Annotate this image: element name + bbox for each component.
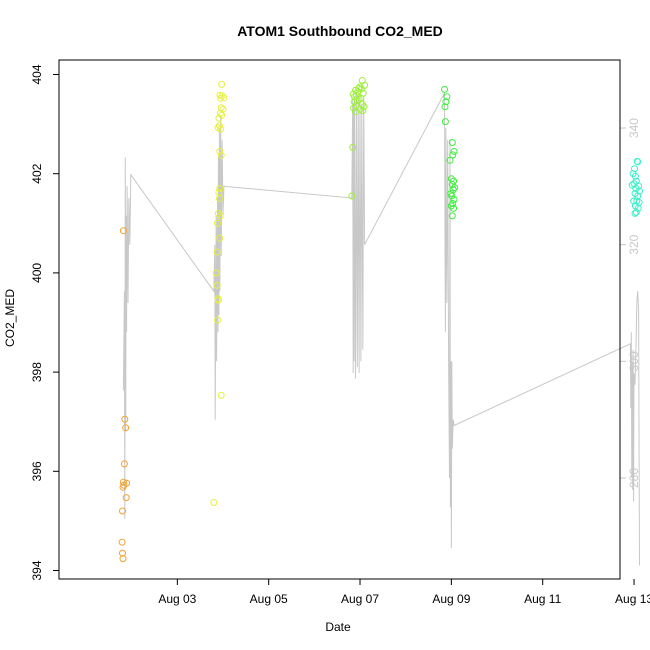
scatter-point <box>451 184 459 192</box>
scatter-point <box>119 478 127 486</box>
scatter-point <box>217 151 225 159</box>
scatter-point <box>353 97 361 105</box>
scatter-point <box>450 147 458 155</box>
y-tick-label: 402 <box>30 163 44 183</box>
scatter-point <box>215 195 223 202</box>
scatter-point <box>631 165 638 173</box>
x-tick-label: Aug 09 <box>432 592 470 606</box>
scatter-point <box>217 391 225 399</box>
chart-title: ATOM1 Southbound CO2_MED <box>237 23 443 39</box>
y-axis-label: CO2_MED <box>3 289 17 347</box>
scatter-point <box>349 143 357 151</box>
scatter-point <box>217 125 225 133</box>
scatter-point <box>449 151 457 159</box>
plot-box <box>58 59 621 580</box>
scatter-point <box>352 108 359 116</box>
scatter-point <box>450 204 458 212</box>
scatter-point <box>450 177 458 185</box>
y-tick-label: 396 <box>30 461 44 481</box>
scatter-point <box>441 103 449 111</box>
scatter-point <box>119 555 127 563</box>
scatter-point <box>448 212 456 220</box>
scatter-point <box>359 107 367 115</box>
scatter-points-group <box>118 77 643 563</box>
scatter-point <box>446 156 454 164</box>
scatter-point <box>215 114 223 122</box>
y2-tick-label: 280 <box>627 468 641 488</box>
scatter-point <box>210 499 218 506</box>
gray-series-line <box>122 92 640 566</box>
scatter-point <box>631 209 639 217</box>
x-tick-label: Aug 07 <box>341 592 379 606</box>
scatter-point <box>215 122 223 130</box>
scatter-point <box>448 192 456 200</box>
scatter-point <box>212 269 220 277</box>
line-series-group <box>122 92 640 566</box>
y-tick-label: 398 <box>30 362 44 382</box>
scatter-point <box>443 93 451 101</box>
scatter-point <box>628 181 636 189</box>
scatter-point <box>122 424 130 432</box>
scatter-point <box>119 483 127 491</box>
scatter-point <box>214 219 221 227</box>
scatter-point <box>348 192 356 200</box>
scatter-point <box>631 172 639 180</box>
scatter-point <box>118 538 126 546</box>
y2-tick-label: 340 <box>627 118 641 138</box>
scatter-point <box>214 316 221 324</box>
scatter-point <box>441 118 449 126</box>
scatter-point <box>220 94 228 102</box>
scatter-point <box>216 185 224 193</box>
scatter-point <box>217 94 225 102</box>
scatter-point <box>213 248 221 256</box>
scatter-point <box>634 204 642 212</box>
scatter-point <box>216 147 224 155</box>
scatter-point <box>122 494 130 502</box>
scatter-point <box>448 139 456 146</box>
x-tick-label: Aug 13 <box>615 592 650 606</box>
y-tick-label: 400 <box>30 263 44 283</box>
scatter-point <box>120 460 128 468</box>
y2-tick-label: 300 <box>627 351 641 371</box>
scatter-point <box>214 296 222 304</box>
scatter-point <box>216 234 224 242</box>
scatter-point <box>119 507 126 515</box>
scatter-point <box>441 85 448 93</box>
x-axis-label: Date <box>325 620 351 634</box>
x-tick-label: Aug 11 <box>524 592 561 606</box>
scatter-point <box>216 109 224 117</box>
y-tick-label: 404 <box>30 64 44 84</box>
scatter-point <box>634 192 642 200</box>
scatter-point <box>450 196 458 203</box>
scatter-point <box>119 227 127 235</box>
scatter-point <box>213 281 221 289</box>
scatter-point <box>218 80 226 88</box>
scatter-point <box>216 212 224 220</box>
scatter-point <box>123 479 131 487</box>
y2-tick-label: 320 <box>627 234 641 254</box>
x-tick-label: Aug 03 <box>158 592 196 606</box>
scatter-point <box>449 186 457 194</box>
y-tick-label: 394 <box>30 560 44 580</box>
scatter-point <box>121 415 129 423</box>
scatter-point <box>634 158 642 166</box>
axes-group: Aug 03 Aug 05 Aug 07 Aug 09 Aug 11 Aug 13 394 3… <box>30 64 650 606</box>
scatter-point <box>632 208 640 216</box>
x-tick-label: Aug 05 <box>250 592 288 606</box>
scatter-point <box>350 104 358 112</box>
scatter-point <box>442 98 450 106</box>
